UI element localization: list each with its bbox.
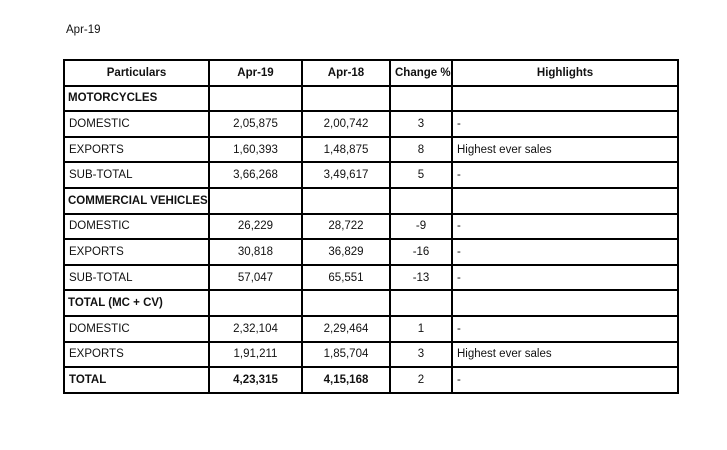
- table-row: DOMESTIC 2,32,104 2,29,464 1-: [63, 314, 679, 343]
- cell-change: -9: [389, 212, 453, 241]
- cell-apr18: 1,85,704: [301, 340, 391, 369]
- cell-apr18: 28,722: [301, 212, 391, 241]
- cell-change: 5: [389, 161, 453, 189]
- table-row: DOMESTIC 2,05,875 2,00,742 3-: [63, 110, 679, 138]
- table-row: DOMESTIC 26,229 28,722 -9-: [63, 212, 679, 241]
- cell-change: 3: [389, 340, 453, 369]
- cell-apr19: 57,047: [208, 263, 303, 292]
- cell-apr19: 2,32,104: [208, 314, 303, 343]
- table-header: Particulars Apr-19 Apr-18 Change % Highl…: [63, 59, 679, 87]
- column-header-change: Change %: [389, 59, 453, 87]
- cell-change: [389, 186, 453, 215]
- cell-apr19: 1,91,211: [208, 340, 303, 369]
- cell-highlights: [451, 289, 679, 317]
- cell-apr18: 2,29,464: [301, 314, 391, 343]
- table-body: MOTORCYCLES DOMESTIC 2,05,875 2,00,742 3- EXP…: [63, 84, 679, 394]
- cell-particulars: EXPORTS: [63, 238, 210, 266]
- cell-apr18: 3,49,617: [301, 161, 391, 189]
- cell-change: 3: [389, 110, 453, 138]
- cell-change: -16: [389, 238, 453, 266]
- table-row: SUB-TOTAL 3,66,268 3,49,617 5-: [63, 161, 679, 189]
- cell-apr19: [208, 84, 303, 113]
- cell-highlights: Highest ever sales: [451, 340, 679, 369]
- cell-change: 8: [389, 135, 453, 164]
- cell-highlights: -: [451, 212, 679, 241]
- column-header-apr18: Apr-18: [301, 59, 391, 87]
- cell-change: 1: [389, 314, 453, 343]
- cell-apr19: [208, 289, 303, 317]
- cell-particulars: SUB-TOTAL: [63, 161, 210, 189]
- total-row: TOTAL 4,23,315 4,15,168 2-: [63, 366, 679, 394]
- header-row: Particulars Apr-19 Apr-18 Change % Highl…: [63, 59, 679, 87]
- cell-highlights: [451, 186, 679, 215]
- table-row: EXPORTS 1,91,211 1,85,704 3 Highest ever sal…: [63, 340, 679, 369]
- cell-apr19: 1,60,393: [208, 135, 303, 164]
- cell-apr19: 2,05,875: [208, 110, 303, 138]
- cell-highlights: -: [451, 314, 679, 343]
- cell-change: -13: [389, 263, 453, 292]
- cell-apr18: 1,48,875: [301, 135, 391, 164]
- sales-table: Particulars Apr-19 Apr-18 Change % Highl…: [63, 59, 679, 394]
- cell-particulars: MOTORCYCLES: [63, 84, 210, 113]
- cell-highlights: Highest ever sales: [451, 135, 679, 164]
- cell-apr18: 36,829: [301, 238, 391, 266]
- cell-apr18: [301, 186, 391, 215]
- column-header-apr19: Apr-19: [208, 59, 303, 87]
- cell-highlights: [451, 84, 679, 113]
- cell-highlights: -: [451, 263, 679, 292]
- cell-apr18: 65,551: [301, 263, 391, 292]
- cell-apr18: 4,15,168: [301, 366, 391, 394]
- cell-apr19: 4,23,315: [208, 366, 303, 394]
- cell-highlights: -: [451, 238, 679, 266]
- cell-highlights: -: [451, 110, 679, 138]
- cell-particulars: TOTAL (MC + CV): [63, 289, 210, 317]
- period-label: Apr-19: [66, 24, 101, 36]
- cell-apr19: [208, 186, 303, 215]
- cell-highlights: -: [451, 161, 679, 189]
- cell-apr19: 30,818: [208, 238, 303, 266]
- cell-change: [389, 289, 453, 317]
- cell-particulars: SUB-TOTAL: [63, 263, 210, 292]
- cell-apr18: 2,00,742: [301, 110, 391, 138]
- cell-particulars: DOMESTIC: [63, 212, 210, 241]
- table-row: EXPORTS 30,818 36,829 -16-: [63, 238, 679, 266]
- cell-particulars: DOMESTIC: [63, 110, 210, 138]
- cell-particulars: TOTAL: [63, 366, 210, 394]
- cell-apr19: 26,229: [208, 212, 303, 241]
- cell-apr18: [301, 289, 391, 317]
- column-header-highlights: Highlights: [451, 59, 679, 87]
- column-header-particulars: Particulars: [63, 59, 210, 87]
- cell-particulars: COMMERCIAL VEHICLES: [63, 186, 210, 215]
- cell-particulars: EXPORTS: [63, 340, 210, 369]
- table-row: EXPORTS 1,60,393 1,48,875 8 Highest ever sal…: [63, 135, 679, 164]
- table-row: SUB-TOTAL 57,047 65,551 -13-: [63, 263, 679, 292]
- section-row: TOTAL (MC + CV): [63, 289, 679, 317]
- cell-apr19: 3,66,268: [208, 161, 303, 189]
- cell-apr18: [301, 84, 391, 113]
- section-row: MOTORCYCLES: [63, 84, 679, 113]
- cell-particulars: EXPORTS: [63, 135, 210, 164]
- cell-change: [389, 84, 453, 113]
- cell-particulars: DOMESTIC: [63, 314, 210, 343]
- section-row: COMMERCIAL VEHICLES: [63, 186, 679, 215]
- cell-change: 2: [389, 366, 453, 394]
- cell-highlights: -: [451, 366, 679, 394]
